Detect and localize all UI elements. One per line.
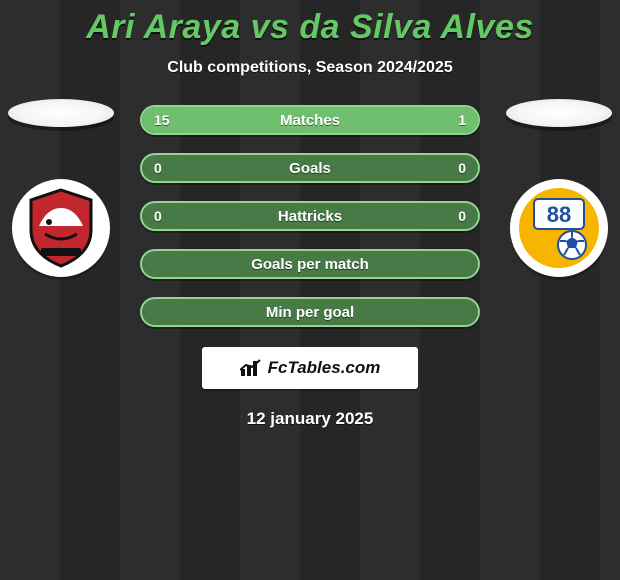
stat-bar: Min per goal: [140, 297, 480, 327]
player-disc-left: [8, 99, 114, 127]
bar-fill-right: [428, 107, 478, 133]
bar-label: Hattricks: [278, 208, 342, 225]
stat-bar: 0 0 Hattricks: [140, 201, 480, 231]
bar-value-right: 0: [458, 160, 466, 176]
bar-value-right: 1: [458, 112, 466, 128]
club-crest-right-icon: 88: [514, 183, 604, 273]
bar-label: Goals: [289, 160, 331, 177]
subtitle: Club competitions, Season 2024/2025: [0, 59, 620, 77]
bar-label: Matches: [280, 112, 340, 129]
player-disc-right: [506, 99, 612, 127]
club-crest-left-icon: [19, 186, 103, 270]
side-left: [6, 99, 116, 277]
crest-right-number: 88: [547, 202, 571, 227]
stat-bar: 15 1 Matches: [140, 105, 480, 135]
bars-container: 15 1 Matches 0 0 Goals 0 0 Hattricks Goals per ma…: [140, 105, 480, 327]
bar-value-left: 0: [154, 160, 162, 176]
brand-box: FcTables.com: [202, 347, 418, 389]
side-right: 88: [504, 99, 614, 277]
bar-value-left: 15: [154, 112, 170, 128]
date-text: 12 january 2025: [0, 409, 620, 429]
brand-text: FcTables.com: [268, 358, 381, 378]
content-root: Ari Araya vs da Silva Alves Club competi…: [0, 0, 620, 580]
brand-chart-icon: [240, 359, 262, 377]
club-badge-left: [12, 179, 110, 277]
bar-label: Goals per match: [251, 256, 369, 273]
bar-value-left: 0: [154, 208, 162, 224]
stat-bar: Goals per match: [140, 249, 480, 279]
club-badge-right: 88: [510, 179, 608, 277]
bar-value-right: 0: [458, 208, 466, 224]
bar-label: Min per goal: [266, 304, 354, 321]
page-title: Ari Araya vs da Silva Alves: [0, 0, 620, 47]
stat-bar: 0 0 Goals: [140, 153, 480, 183]
comparison-arena: 88 15 1 Matches 0 0 Goals 0 0 Hattricks Goals per…: [0, 105, 620, 429]
